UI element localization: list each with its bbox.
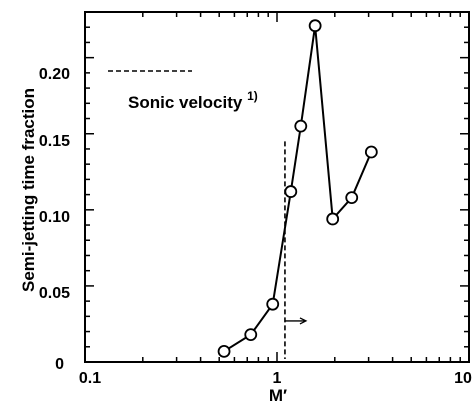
legend-label-superscript: 1) (247, 89, 258, 103)
data-point (284, 185, 298, 198)
x-tick-label-2: 10 (454, 370, 472, 387)
y-tick-label-2: 0.10 (39, 209, 70, 226)
data-point (326, 212, 340, 226)
data-point (364, 145, 378, 159)
x-axis-ticks (84, 12, 470, 362)
legend-label: Sonic velocity 1) (128, 89, 258, 112)
y-axis-label: Semi-jetting time fraction (19, 88, 38, 292)
y-axis-ticks (85, 11, 469, 363)
x-tick-label-1: 1 (273, 370, 282, 387)
data-point (244, 328, 258, 342)
x-axis-label: M′ (269, 386, 287, 405)
plot-frame (84, 11, 470, 363)
data-points (217, 19, 378, 358)
legend-label-text: Sonic velocity (128, 93, 243, 112)
y-tick-label-3: 0.15 (39, 133, 70, 150)
data-point (217, 344, 231, 358)
y-tick-label-0: 0 (55, 356, 64, 373)
data-point (294, 119, 308, 133)
y-tick-label-1: 0.05 (39, 285, 70, 302)
y-tick-label-4: 0.20 (39, 66, 70, 83)
x-tick-label-0: 0.1 (79, 370, 101, 387)
data-point (308, 19, 322, 33)
data-point (345, 191, 359, 205)
series-line (223, 25, 373, 353)
data-point (266, 297, 280, 311)
sonic-velocity-marker (284, 141, 308, 359)
reference-arrow-head (299, 317, 308, 325)
